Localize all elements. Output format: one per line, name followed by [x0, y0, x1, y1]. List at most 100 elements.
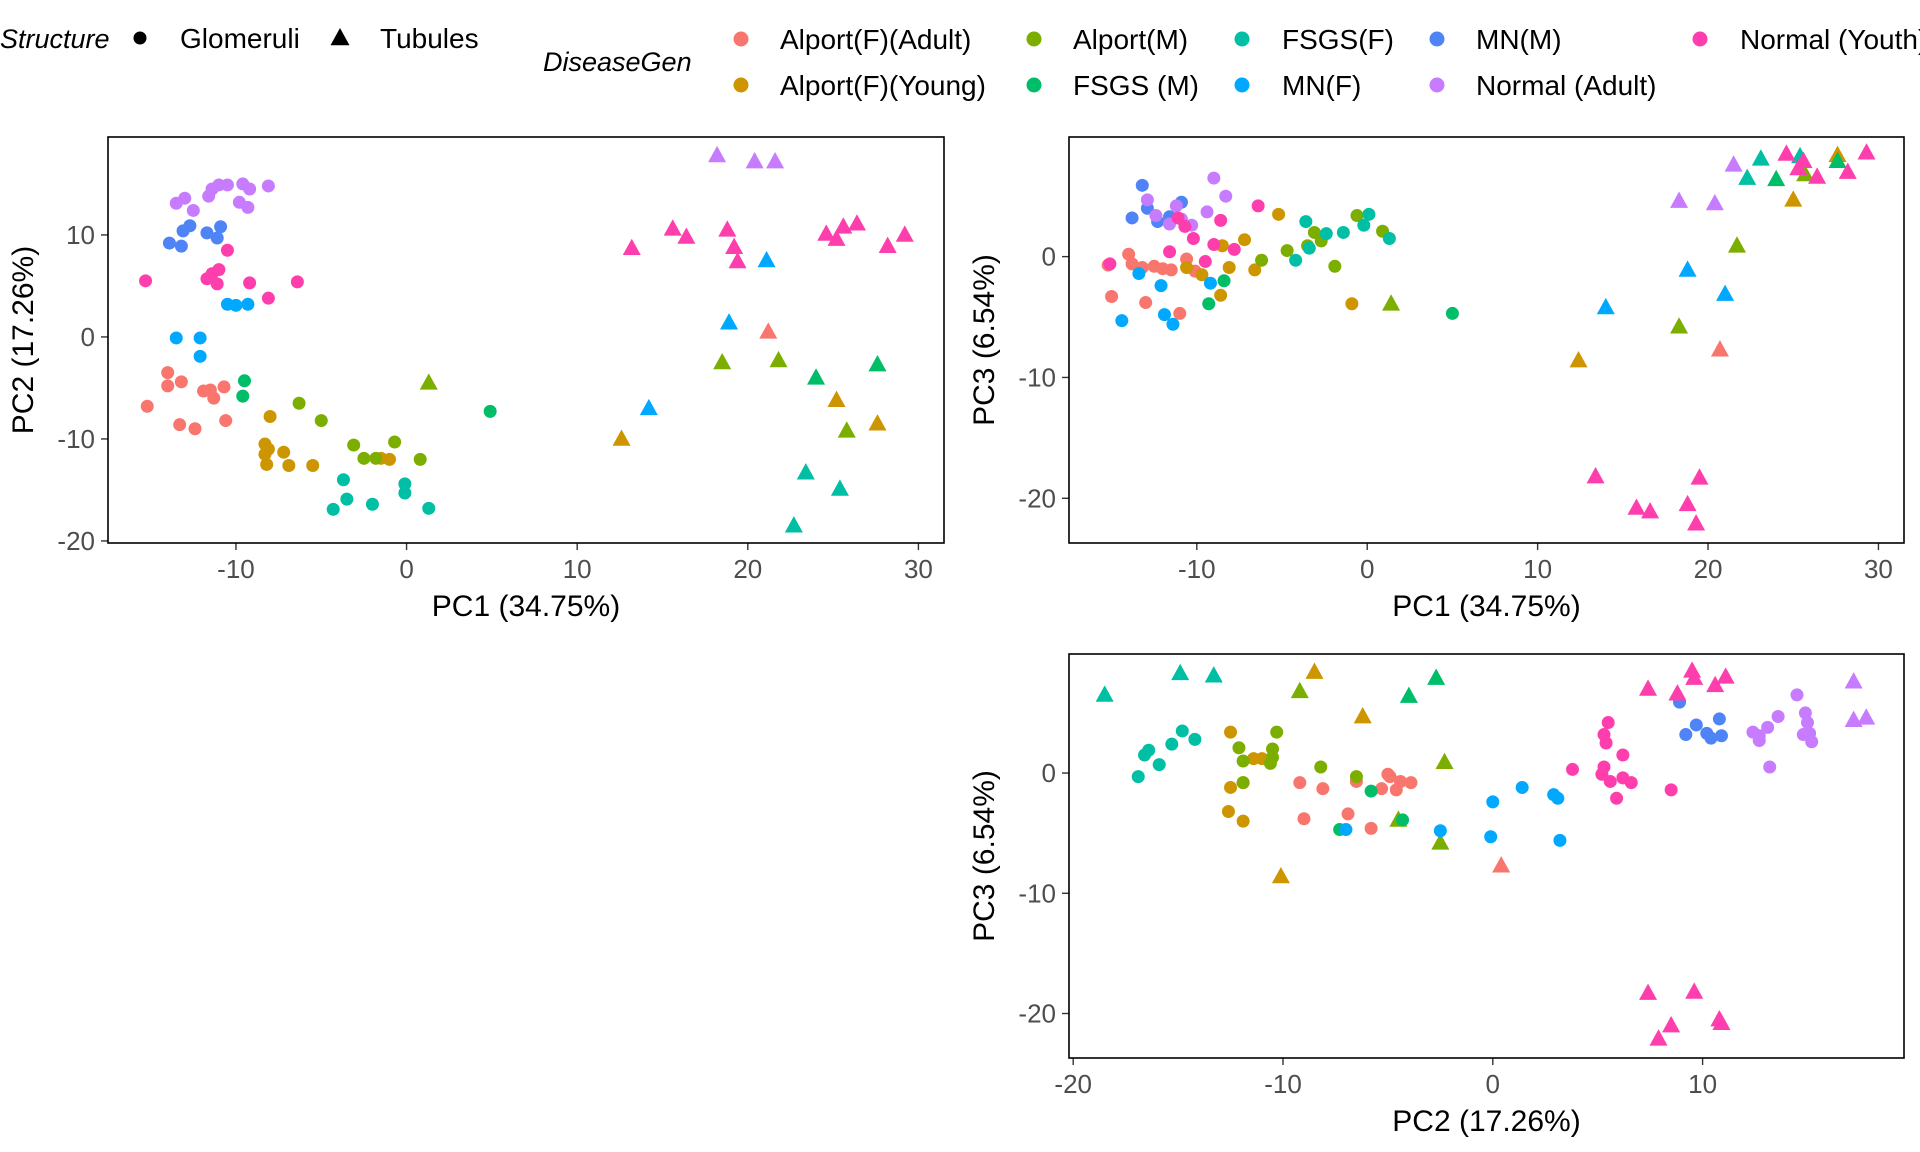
point-glomeruli-normal-adult — [1200, 205, 1214, 219]
point-glomeruli-normal-youth — [1599, 736, 1613, 750]
point-glomeruli-alport-f-adult — [1164, 263, 1178, 277]
point-tubules-fsgs-f — [1204, 666, 1223, 683]
point-glomeruli-alport-m — [369, 451, 383, 465]
point-glomeruli-alport-f-young — [1272, 207, 1286, 221]
point-tubules-alport-m — [1435, 752, 1454, 770]
point-tubules-alport-m — [1382, 294, 1401, 311]
point-tubules-normal-adult — [1724, 155, 1743, 172]
legend-swatch-alport-m — [1026, 31, 1042, 47]
point-glomeruli-normal-youth — [1214, 213, 1228, 227]
point-tubules-alport-f-adult — [1710, 340, 1729, 357]
legend-swatch-alport-f-young — [733, 77, 749, 93]
point-glomeruli-alport-f-young — [277, 445, 291, 459]
point-glomeruli-alport-m — [357, 451, 371, 465]
point-glomeruli-alport-m — [1270, 725, 1284, 739]
point-glomeruli-normal-youth — [1251, 199, 1265, 213]
point-tubules-normal-youth — [1712, 1013, 1731, 1030]
point-glomeruli-alport-f-adult — [1383, 770, 1397, 784]
point-glomeruli-fsgs-f — [1299, 215, 1313, 229]
point-tubules-mn-f — [757, 250, 776, 268]
y-axis-title: PC3 (6.54%) — [968, 254, 1001, 426]
point-glomeruli-normal-adult — [186, 203, 200, 217]
point-tubules-normal-youth — [1690, 468, 1709, 485]
point-tubules-fsgs-m — [1399, 686, 1418, 703]
point-tubules-alport-m — [1727, 236, 1747, 253]
point-glomeruli-normal-youth — [210, 277, 224, 291]
point-glomeruli-alport-f-adult — [173, 418, 187, 432]
point-tubules-normal-adult — [745, 151, 764, 169]
x-axis-title: PC1 (34.75%) — [432, 590, 620, 623]
point-tubules-normal-youth — [1678, 494, 1697, 512]
point-glomeruli-alport-m — [1236, 754, 1250, 768]
y-tick-label: 0 — [1042, 758, 1056, 788]
point-glomeruli-mn-m — [1679, 728, 1693, 742]
point-glomeruli-alport-f-adult — [217, 380, 231, 394]
point-glomeruli-alport-m — [1349, 770, 1363, 784]
point-glomeruli-fsgs-f — [1152, 758, 1166, 772]
x-tick-label: -10 — [1264, 1069, 1302, 1099]
point-tubules-fsgs-f — [1095, 685, 1114, 702]
point-glomeruli-fsgs-f — [398, 486, 412, 500]
point-tubules-fsgs-f — [796, 463, 815, 480]
point-glomeruli-fsgs-f — [326, 502, 340, 516]
point-glomeruli-mn-f — [1132, 267, 1146, 281]
point-tubules-normal-youth — [1794, 151, 1813, 169]
point-tubules-alport-m — [1290, 681, 1309, 699]
y-tick-label: -20 — [57, 526, 95, 556]
point-tubules-alport-f-adult — [1492, 856, 1511, 873]
point-tubules-normal-youth — [1706, 675, 1725, 693]
point-glomeruli-normal-youth — [1103, 257, 1117, 271]
scatter-panel-2: -10 0 10 20 30 -20 -10 0 PC1 (34.75%) PC3 (6.54%) — [968, 136, 1905, 623]
point-tubules-alport-f-young — [868, 414, 887, 431]
legend-shape-tubules — [330, 28, 350, 46]
y-tick-label: -20 — [1018, 999, 1056, 1029]
legend-label-alport-f-adult: Alport(F)(Adult) — [780, 24, 971, 55]
point-glomeruli-fsgs-f — [1357, 218, 1371, 232]
point-glomeruli-mn-f — [1515, 780, 1529, 794]
point-tubules-alport-m — [419, 373, 438, 390]
point-glomeruli-alport-f-adult — [1341, 807, 1355, 821]
point-tubules-fsgs-m — [807, 368, 826, 385]
point-glomeruli-alport-f-adult — [1105, 290, 1119, 303]
point-tubules-normal-youth — [1685, 982, 1704, 999]
point-tubules-alport-f-young — [1569, 351, 1588, 368]
point-glomeruli-fsgs-m — [1217, 274, 1231, 288]
point-tubules-fsgs-f — [830, 479, 849, 496]
point-glomeruli-alport-f-young — [1236, 814, 1250, 828]
legend-title-structure: Structure — [0, 24, 110, 54]
x-tick-label: -20 — [1054, 1069, 1092, 1099]
point-glomeruli-normal-youth — [1207, 238, 1221, 252]
point-glomeruli-alport-f-young — [306, 458, 320, 472]
point-glomeruli-alport-m — [292, 396, 306, 410]
point-glomeruli-alport-f-young — [1224, 725, 1238, 739]
point-glomeruli-normal-youth — [1227, 242, 1241, 256]
legend-swatch-fsgs-f — [1234, 31, 1250, 47]
panel-frame — [1068, 653, 1905, 1059]
point-tubules-normal-youth — [1716, 667, 1735, 684]
point-glomeruli-fsgs-m — [483, 404, 497, 418]
point-tubules-alport-f-adult — [759, 322, 778, 339]
point-tubules-normal-youth — [728, 251, 747, 269]
point-tubules-normal-youth — [1627, 498, 1646, 515]
point-tubules-fsgs-f — [784, 516, 803, 533]
point-tubules-normal-adult — [708, 145, 727, 163]
point-glomeruli-alport-f-adult — [1375, 782, 1389, 796]
y-axis-title: PC3 (6.54%) — [968, 770, 1001, 942]
x-tick-label: 30 — [1864, 554, 1893, 584]
legend-label-alport-m: Alport(M) — [1073, 24, 1188, 55]
point-glomeruli-mn-f — [1115, 314, 1129, 328]
legend-label-glomeruli: Glomeruli — [180, 23, 300, 54]
point-glomeruli-mn-f — [193, 349, 207, 363]
x-tick-label: 20 — [1694, 554, 1723, 584]
point-glomeruli-alport-f-adult — [140, 399, 154, 413]
point-glomeruli-alport-f-young — [263, 410, 277, 424]
legend: Structure Glomeruli Tubules DiseaseGen Alpor… — [0, 23, 1920, 101]
point-glomeruli-alport-f-young — [1224, 780, 1238, 794]
point-glomeruli-mn-m — [1135, 178, 1149, 192]
point-glomeruli-mn-f — [1166, 317, 1180, 331]
point-glomeruli-fsgs-m — [237, 374, 251, 388]
point-glomeruli-normal-youth — [1624, 776, 1638, 790]
point-glomeruli-mn-f — [241, 297, 255, 311]
point-glomeruli-alport-m — [1266, 742, 1280, 756]
